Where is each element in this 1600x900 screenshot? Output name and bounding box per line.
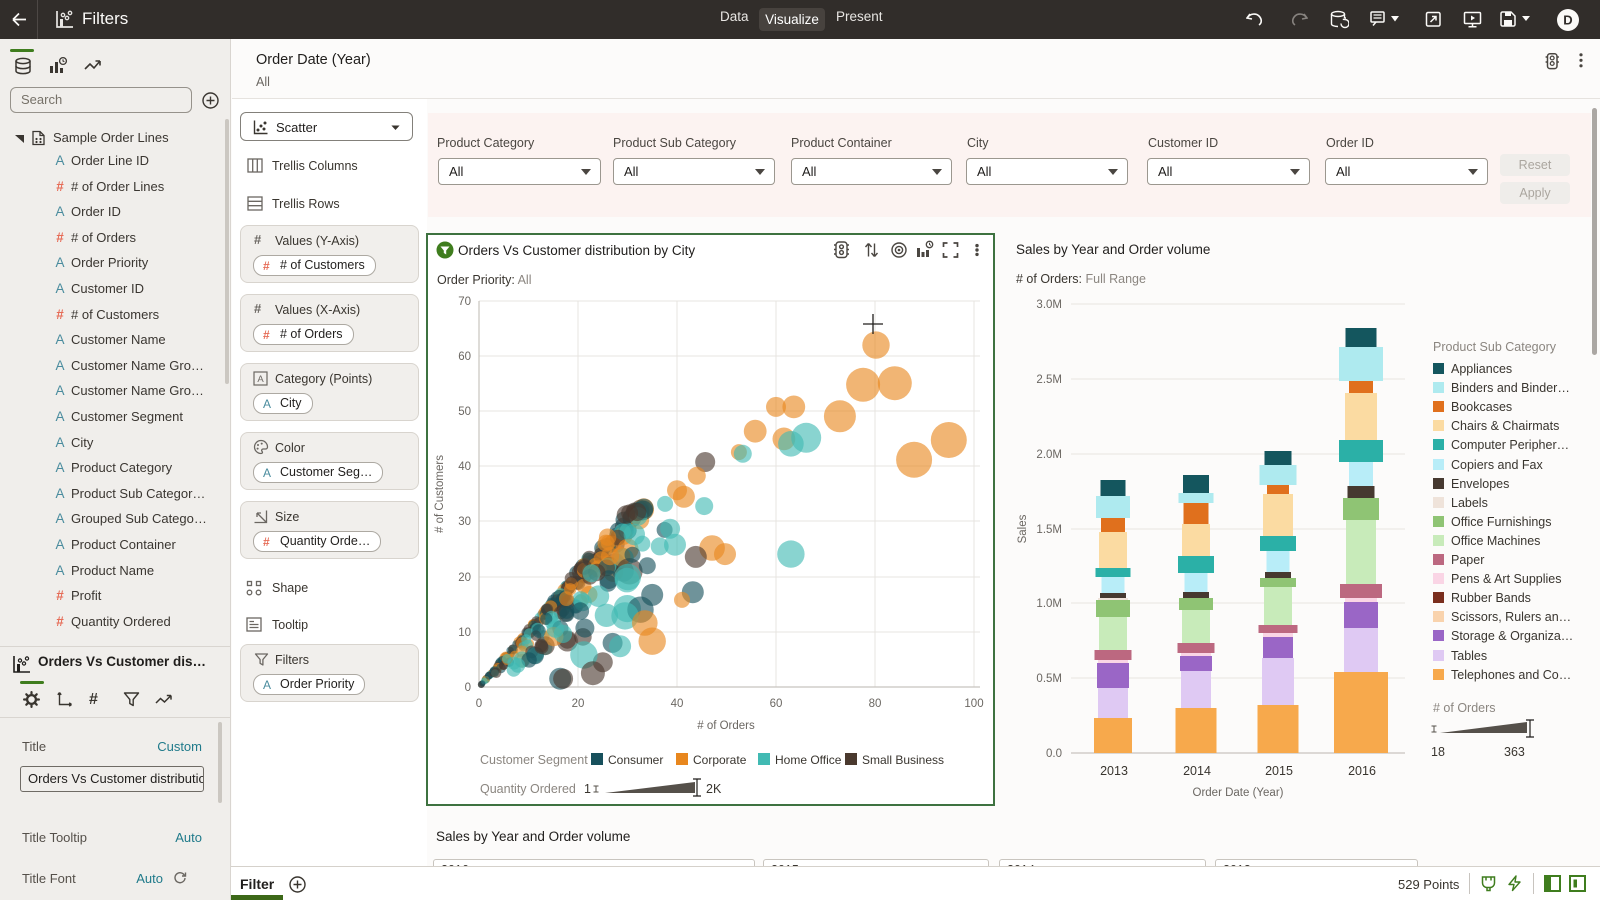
- svg-text:100: 100: [964, 698, 983, 710]
- svg-text:Small Business: Small Business: [862, 753, 944, 767]
- svg-text:2K: 2K: [706, 782, 722, 796]
- svg-text:80: 80: [869, 698, 882, 710]
- svg-text:70: 70: [458, 296, 471, 308]
- svg-text:40: 40: [458, 461, 471, 473]
- svg-text:2013: 2013: [1100, 764, 1128, 778]
- svg-text:3.0M: 3.0M: [1036, 299, 1062, 311]
- svg-text:20: 20: [458, 572, 471, 584]
- svg-text:20: 20: [572, 698, 585, 710]
- svg-text:2015: 2015: [1265, 764, 1293, 778]
- svg-text:Sales by Year and Order volume: Sales by Year and Order volume: [1016, 242, 1210, 257]
- svg-text:# of Customers: # of Customers: [434, 455, 446, 533]
- svg-text:Corporate: Corporate: [693, 753, 747, 767]
- svg-text:10: 10: [458, 627, 471, 639]
- svg-text:2.0M: 2.0M: [1036, 449, 1062, 461]
- svg-text:Consumer: Consumer: [608, 753, 663, 767]
- svg-text:Sales: Sales: [1017, 514, 1029, 543]
- svg-text:# of Orders: Full Range: # of Orders: Full Range: [1016, 272, 1146, 286]
- svg-text:D: D: [1563, 13, 1572, 28]
- svg-text:0.0: 0.0: [1046, 748, 1062, 760]
- svg-text:Order Date (Year): Order Date (Year): [1193, 787, 1284, 799]
- svg-text:1.5M: 1.5M: [1036, 524, 1062, 536]
- svg-text:A: A: [257, 374, 264, 385]
- svg-text:2014: 2014: [1183, 764, 1211, 778]
- svg-text:40: 40: [671, 698, 684, 710]
- svg-text:Orders Vs Customer distributio: Orders Vs Customer distribution by City: [458, 243, 695, 258]
- svg-text:60: 60: [458, 351, 471, 363]
- svg-text:Quantity Ordered: Quantity Ordered: [480, 782, 576, 796]
- svg-text:Order Priority: All: Order Priority: All: [437, 273, 531, 287]
- svg-text:1: 1: [584, 782, 591, 796]
- svg-text:0.5M: 0.5M: [1036, 673, 1062, 685]
- svg-text:Home Office: Home Office: [775, 753, 842, 767]
- svg-text:2016: 2016: [1348, 764, 1376, 778]
- svg-text:0: 0: [476, 698, 482, 710]
- svg-text:0: 0: [465, 682, 471, 694]
- svg-text:1.0M: 1.0M: [1036, 598, 1062, 610]
- svg-text:Customer Segment: Customer Segment: [480, 753, 588, 767]
- svg-text:30: 30: [458, 516, 471, 528]
- svg-text:50: 50: [458, 406, 471, 418]
- svg-text:# of Orders: # of Orders: [697, 720, 755, 732]
- svg-text:2.5M: 2.5M: [1036, 374, 1062, 386]
- svg-text:60: 60: [770, 698, 783, 710]
